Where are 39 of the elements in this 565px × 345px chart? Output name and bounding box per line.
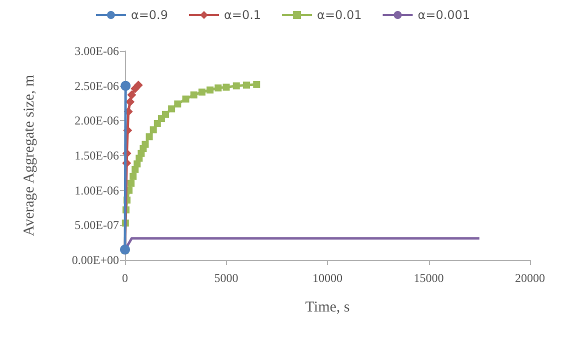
x-tick-label: 20000 [515, 271, 545, 285]
point [128, 180, 135, 187]
y-tick-label: 5.00E-07 [74, 218, 119, 232]
point [127, 90, 136, 100]
x-tick-label: 15000 [414, 271, 444, 285]
y-tick-label: 1.00E-06 [74, 183, 119, 198]
x-tick-label: 0 [122, 271, 128, 285]
y-tick-label: 3.00E-06 [74, 44, 119, 58]
point [120, 80, 131, 91]
y-tick-label: 2.00E-06 [74, 114, 119, 128]
point [126, 97, 135, 106]
point [130, 172, 137, 180]
y-axis-title: Average Aggregate size, m [22, 74, 38, 236]
point [174, 100, 182, 108]
point [214, 84, 222, 92]
x-axis-title: Time, s [305, 300, 350, 316]
point [182, 96, 190, 103]
x-tick-label: 10000 [312, 271, 342, 285]
point [142, 140, 149, 148]
point [222, 84, 230, 91]
point [206, 86, 214, 94]
y-tick-label: 0.00E+00 [72, 253, 119, 267]
point [253, 80, 260, 88]
point [198, 88, 206, 96]
legend-label: α=0.001 [418, 8, 470, 22]
point [162, 110, 169, 118]
y-tick-label: 1.50E-06 [74, 148, 119, 162]
x-tick-label: 5000 [214, 271, 238, 285]
point [232, 82, 240, 90]
point [168, 105, 176, 112]
legend-label: α=0.01 [317, 8, 362, 22]
legend-label: α=0.9 [130, 8, 168, 22]
point [134, 80, 143, 90]
point [243, 82, 250, 89]
legend-label: α=0.1 [224, 8, 262, 22]
point [190, 91, 198, 98]
point [146, 133, 153, 140]
point [150, 126, 157, 134]
y-tick-label: 2.50E-06 [74, 78, 119, 93]
